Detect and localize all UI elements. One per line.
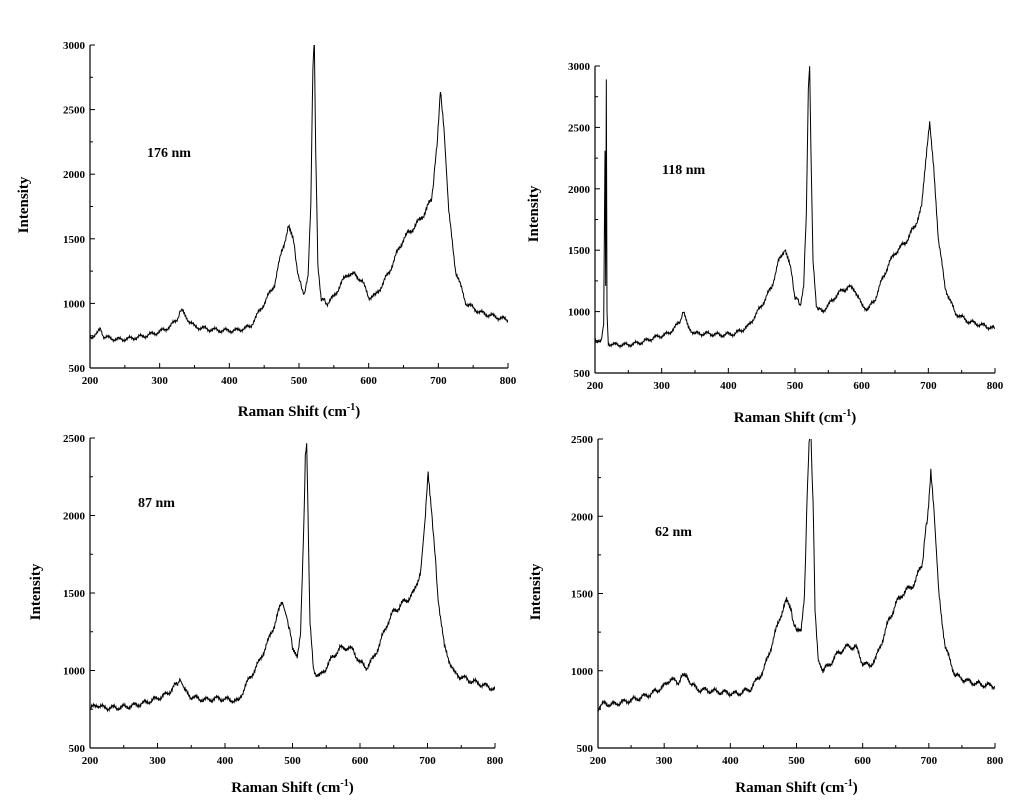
x-axis-title-main: Raman Shift (cm xyxy=(231,780,341,796)
x-tick-label: 700 xyxy=(920,380,937,392)
sample-size-annotation: 118 nm xyxy=(662,163,706,178)
x-axis-title-superscript: -1 xyxy=(347,402,355,413)
x-axis-title-close: ) xyxy=(853,780,858,796)
x-axis-title-main: Raman Shift (cm xyxy=(734,410,844,426)
y-tick-label: 1500 xyxy=(571,589,594,601)
x-axis-title: Raman Shift (cm-1) xyxy=(238,402,361,420)
x-tick-label: 800 xyxy=(500,375,517,387)
x-tick-label: 800 xyxy=(987,380,1004,392)
y-tick-label: 2500 xyxy=(63,433,86,445)
sample-size-annotation: 62 nm xyxy=(655,525,692,540)
y-tick-label: 1000 xyxy=(571,666,594,678)
y-tick-label: 500 xyxy=(69,363,86,375)
spectrum-line xyxy=(90,45,508,344)
x-tick-label: 300 xyxy=(656,755,673,767)
x-axis-title-close: ) xyxy=(851,410,856,426)
x-tick-label: 200 xyxy=(82,375,99,387)
x-tick-label: 700 xyxy=(430,375,447,387)
x-tick-label: 400 xyxy=(221,375,238,387)
x-tick-label: 400 xyxy=(217,755,234,767)
spectrum-line xyxy=(595,66,995,349)
x-axis-title: Raman Shift (cm-1) xyxy=(734,408,857,426)
x-axis-title-superscript: -1 xyxy=(340,778,348,789)
y-tick-label: 2500 xyxy=(63,105,86,117)
x-axis-title: Raman Shift (cm-1) xyxy=(231,778,354,796)
y-tick-label: 1000 xyxy=(63,298,86,310)
x-tick-label: 500 xyxy=(788,755,805,767)
y-tick-label: 500 xyxy=(574,368,591,380)
y-tick-label: 1500 xyxy=(63,588,86,600)
x-axis-title-close: ) xyxy=(349,780,354,796)
y-tick-label: 1500 xyxy=(568,245,591,257)
sample-size-annotation: 176 nm xyxy=(147,146,191,161)
y-tick-label: 2000 xyxy=(63,169,86,181)
y-tick-label: 2000 xyxy=(63,511,86,523)
x-tick-label: 200 xyxy=(590,755,607,767)
y-tick-label: 3000 xyxy=(63,40,86,52)
x-tick-label: 700 xyxy=(921,755,938,767)
y-tick-label: 500 xyxy=(69,743,86,755)
y-axis-title: Intensity xyxy=(528,563,544,620)
x-tick-label: 800 xyxy=(987,755,1004,767)
x-tick-label: 300 xyxy=(149,755,166,767)
y-axis-title: Intensity xyxy=(16,176,32,233)
x-axis-title-superscript: -1 xyxy=(844,778,852,789)
y-tick-label: 2500 xyxy=(571,434,594,446)
x-tick-label: 200 xyxy=(82,755,99,767)
x-axis-title-close: ) xyxy=(355,404,360,420)
x-tick-label: 700 xyxy=(419,755,436,767)
x-tick-label: 300 xyxy=(653,380,670,392)
y-tick-label: 1000 xyxy=(568,307,591,319)
x-tick-label: 400 xyxy=(722,755,739,767)
y-tick-label: 2500 xyxy=(568,122,591,134)
chart-panel-3: 200 300 400 500 600 700 800 500 1000 1500 2000 2500… xyxy=(28,433,504,796)
chart-panel-1: 200 300 400 500 600 700 800 500 1000 1500 2000 2500… xyxy=(16,40,517,420)
y-tick-label: 1500 xyxy=(63,234,86,246)
x-tick-label: 300 xyxy=(151,375,168,387)
x-tick-label: 500 xyxy=(787,380,804,392)
chart-panel-4: 200 300 400 500 600 700 800 500 1000 1500 2000 2500… xyxy=(528,434,1004,796)
y-tick-label: 500 xyxy=(577,743,594,755)
x-tick-label: 600 xyxy=(853,380,870,392)
x-tick-label: 500 xyxy=(291,375,308,387)
spectrum-line xyxy=(598,439,995,712)
x-tick-label: 600 xyxy=(854,755,871,767)
x-tick-label: 800 xyxy=(487,755,504,767)
x-tick-label: 600 xyxy=(352,755,369,767)
y-axis-title: Intensity xyxy=(526,185,542,242)
x-axis-title-main: Raman Shift (cm xyxy=(238,404,348,420)
x-tick-label: 500 xyxy=(284,755,301,767)
y-tick-label: 2000 xyxy=(571,511,594,523)
x-tick-label: 400 xyxy=(720,380,737,392)
x-tick-label: 600 xyxy=(360,375,377,387)
y-tick-label: 2000 xyxy=(568,184,591,196)
x-axis-title-main: Raman Shift (cm xyxy=(735,780,845,796)
y-tick-label: 3000 xyxy=(568,61,591,73)
spectrum-line xyxy=(90,443,495,713)
y-tick-label: 1000 xyxy=(63,666,86,678)
y-axis-title: Intensity xyxy=(28,563,44,620)
x-tick-label: 200 xyxy=(587,380,604,392)
x-axis-title-superscript: -1 xyxy=(843,408,851,419)
sample-size-annotation: 87 nm xyxy=(138,496,175,511)
chart-panel-2: 200 300 400 500 600 700 800 500 1000 1500 2000 2500… xyxy=(526,61,1004,426)
x-axis-title: Raman Shift (cm-1) xyxy=(735,778,858,796)
